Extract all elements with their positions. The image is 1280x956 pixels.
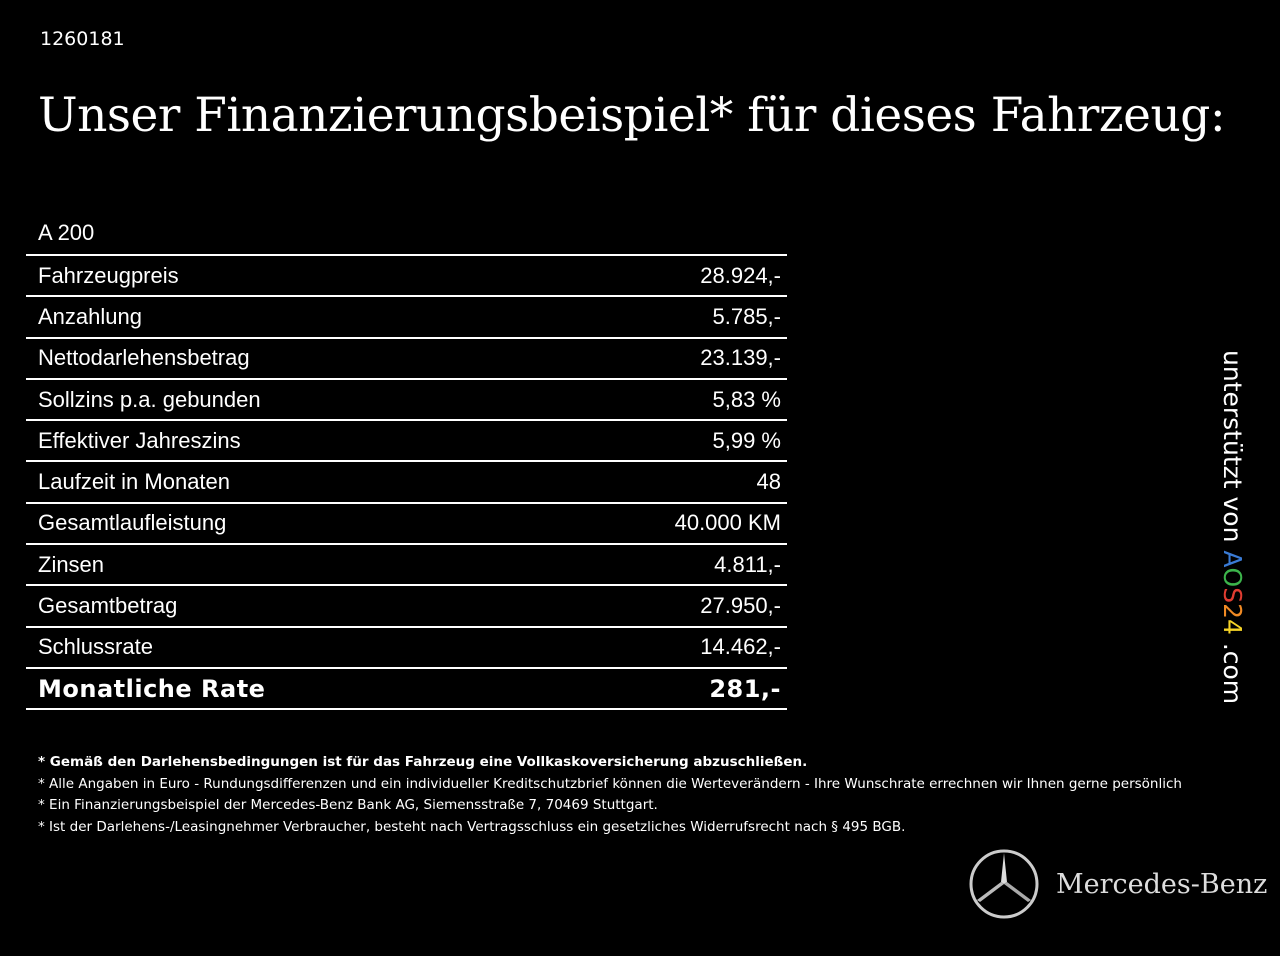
row-value: 5,83 % <box>712 386 782 412</box>
row-value: 23.139,- <box>700 345 781 371</box>
row-label: Effektiver Jahreszins <box>38 427 241 453</box>
row-label: Sollzins p.a. gebunden <box>38 386 261 412</box>
vehicle-id: 1260181 <box>40 28 125 50</box>
brand-name: Mercedes-Benz <box>1056 868 1268 900</box>
aos24-letter: O <box>1218 567 1247 588</box>
footnote: * Gemäß den Darlehensbedingungen ist für… <box>38 754 808 770</box>
mercedes-star-logo <box>969 849 1039 919</box>
row-label: Gesamtlaufleistung <box>38 510 227 536</box>
row-label: Nettodarlehensbetrag <box>38 345 250 371</box>
table-row: Monatliche Rate 281,- <box>26 669 787 711</box>
row-label: Monatliche Rate <box>38 674 266 703</box>
aos24-letter: 4 <box>1218 618 1247 635</box>
row-label: Fahrzeugpreis <box>38 262 179 288</box>
row-value: 4.811,- <box>714 551 781 577</box>
table-row: Gesamtbetrag 27.950,- <box>26 586 787 628</box>
footnote: * Alle Angaben in Euro - Rundungsdiffere… <box>38 775 1182 792</box>
domain-suffix: .com <box>1218 634 1247 705</box>
row-value: 40.000 KM <box>674 510 781 536</box>
table-row: Zinsen 4.811,- <box>26 545 787 587</box>
table-row: Gesamtlaufleistung 40.000 KM <box>26 504 787 546</box>
row-value: 28.924,- <box>700 262 781 288</box>
table-row: Schlussrate 14.462,- <box>26 628 787 669</box>
row-value: 5,99 % <box>712 427 782 453</box>
aos24-letter: 2 <box>1218 603 1247 619</box>
row-value: 27.950,- <box>700 593 781 619</box>
table-row: Anzahlung 5.785,- <box>26 297 787 339</box>
row-value: 5.785,- <box>712 303 782 329</box>
table-row: Fahrzeugpreis 28.924,- <box>26 256 787 298</box>
brand: Mercedes-Benz <box>968 848 1267 920</box>
supported-by: unterstützt von AOS24 .com <box>1218 350 1247 704</box>
row-value: 14.462,- <box>700 634 781 660</box>
table-row: Laufzeit in Monaten 48 <box>26 462 787 504</box>
row-value: 48 <box>756 469 781 495</box>
aos24-letter: A <box>1218 550 1247 568</box>
table-row: Sollzins p.a. gebunden 5,83 % <box>26 380 787 422</box>
page-title: Unser Finanzierungsbeispiel* für dieses … <box>38 88 1226 143</box>
supported-by-text: unterstützt von <box>1218 350 1247 551</box>
aos24-logo: AOS24 <box>1218 550 1247 634</box>
footnote: * Ein Finanzierungsbeispiel der Mercedes… <box>38 797 658 813</box>
footnotes: * Gemäß den Darlehensbedingungen ist für… <box>38 752 1182 838</box>
footnote: * Ist der Darlehens-/Leasingnehmer Verbr… <box>38 818 906 835</box>
row-value: 281,- <box>709 674 781 703</box>
row-label: Gesamtbetrag <box>38 593 178 619</box>
model-name: A 200 <box>38 220 95 245</box>
row-label: Schlussrate <box>38 634 153 660</box>
row-label: Laufzeit in Monaten <box>38 469 231 495</box>
aos24-letter: S <box>1218 587 1247 604</box>
table-row: Nettodarlehensbetrag 23.139,- <box>26 339 787 380</box>
row-label: Zinsen <box>38 551 105 577</box>
row-label: Anzahlung <box>38 303 142 329</box>
table-row: Effektiver Jahreszins 5,99 % <box>26 421 787 463</box>
finance-table: Fahrzeugpreis 28.924,- Anzahlung 5.785,- Net… <box>26 254 787 711</box>
